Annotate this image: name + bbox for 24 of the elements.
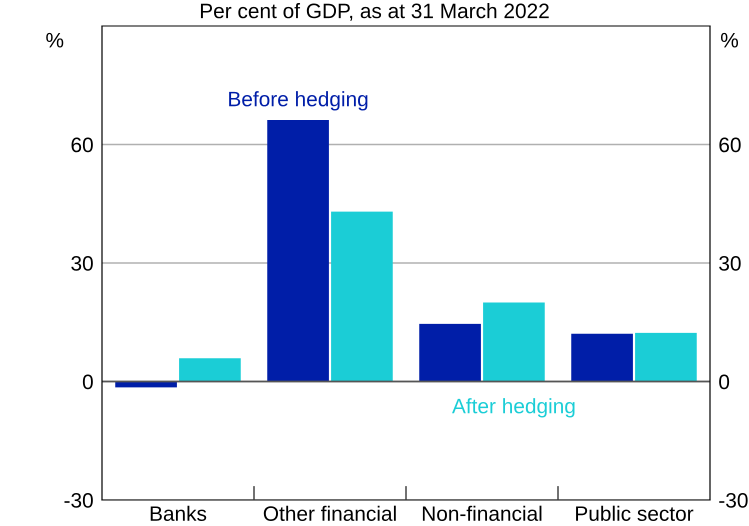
bar: [331, 212, 393, 382]
bar: [571, 334, 633, 382]
x-tick-label: Banks: [150, 506, 206, 521]
y-axis-title: %: [46, 32, 64, 48]
y2-tick-label: -30: [719, 493, 748, 508]
y2-tick-label: 0: [719, 374, 730, 390]
bar: [179, 358, 241, 382]
bar: [267, 120, 329, 382]
series-label: Before hedging: [229, 91, 368, 111]
x-tick-label: Other financial: [264, 506, 396, 521]
x-tick-label: Public sector: [576, 506, 694, 521]
y-tick-label: 0: [82, 374, 93, 390]
y2-tick-label: 60: [719, 138, 741, 152]
y-tick-label: -30: [64, 493, 93, 508]
bar: [483, 302, 545, 382]
y2-axis-title: %: [720, 32, 738, 48]
bar: [419, 324, 481, 382]
y-tick-label: 60: [72, 138, 93, 152]
y-tick-label: 30: [71, 256, 93, 271]
y2-tick-label: 30: [719, 256, 741, 271]
series-label: After hedging: [452, 398, 575, 418]
chart-subtitle: Per cent of GDP, as at 31 March 2022: [200, 3, 549, 21]
bar: [635, 332, 697, 382]
x-tick-label: Non-financial: [422, 506, 542, 521]
